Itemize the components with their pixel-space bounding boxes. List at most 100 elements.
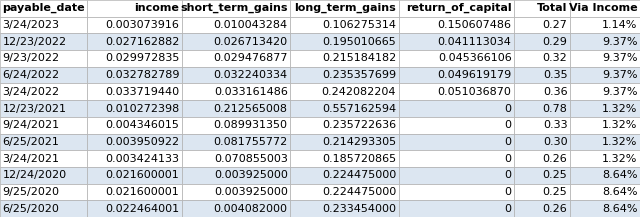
Bar — [514, 150, 570, 167]
Text: 0.089931350: 0.089931350 — [214, 120, 288, 130]
Text: 0.003950922: 0.003950922 — [105, 137, 179, 147]
Bar — [514, 17, 570, 33]
Text: 0.106275314: 0.106275314 — [322, 20, 396, 30]
Bar — [514, 200, 570, 217]
Text: 0.25: 0.25 — [543, 170, 568, 180]
Bar — [570, 17, 640, 33]
Bar — [291, 17, 399, 33]
Bar — [514, 84, 570, 100]
Bar — [88, 17, 182, 33]
Bar — [291, 100, 399, 117]
Bar — [88, 0, 182, 17]
Text: return_of_capital: return_of_capital — [406, 3, 511, 13]
Text: 0.004346015: 0.004346015 — [106, 120, 179, 130]
Bar — [0, 33, 88, 50]
Bar — [570, 133, 640, 150]
Bar — [182, 50, 291, 67]
Text: 0.185720865: 0.185720865 — [322, 154, 396, 164]
Text: 3/24/2022: 3/24/2022 — [3, 87, 60, 97]
Text: 0.004082000: 0.004082000 — [214, 204, 288, 214]
Text: 0: 0 — [504, 104, 511, 113]
Bar — [88, 117, 182, 133]
Text: 0.021600001: 0.021600001 — [106, 187, 179, 197]
Bar — [399, 0, 514, 17]
Bar — [570, 33, 640, 50]
Bar — [182, 33, 291, 50]
Text: 0.235357699: 0.235357699 — [322, 70, 396, 80]
Bar — [514, 50, 570, 67]
Text: 9.37%: 9.37% — [602, 87, 637, 97]
Bar — [182, 0, 291, 17]
Text: 0.78: 0.78 — [543, 104, 568, 113]
Text: 8.64%: 8.64% — [602, 187, 637, 197]
Bar — [291, 0, 399, 17]
Bar — [291, 50, 399, 67]
Text: 0.003424133: 0.003424133 — [106, 154, 179, 164]
Text: 0.30: 0.30 — [543, 137, 568, 147]
Bar — [399, 200, 514, 217]
Text: 3/24/2021: 3/24/2021 — [3, 154, 60, 164]
Text: 0.33: 0.33 — [543, 120, 568, 130]
Bar — [399, 84, 514, 100]
Text: 0.195010665: 0.195010665 — [323, 37, 396, 47]
Text: 0.26: 0.26 — [543, 204, 568, 214]
Text: 0.003925000: 0.003925000 — [214, 187, 288, 197]
Text: 12/23/2021: 12/23/2021 — [3, 104, 67, 113]
Text: 0.033719440: 0.033719440 — [105, 87, 179, 97]
Text: 0.051036870: 0.051036870 — [438, 87, 511, 97]
Text: 0: 0 — [504, 187, 511, 197]
Text: 6/25/2020: 6/25/2020 — [3, 204, 60, 214]
Bar — [0, 67, 88, 84]
Text: long_term_gains: long_term_gains — [294, 3, 396, 13]
Bar — [514, 67, 570, 84]
Bar — [182, 67, 291, 84]
Text: 9/25/2020: 9/25/2020 — [3, 187, 60, 197]
Bar — [570, 50, 640, 67]
Bar — [182, 167, 291, 184]
Text: 0.003073916: 0.003073916 — [106, 20, 179, 30]
Bar — [291, 184, 399, 200]
Text: 6/24/2022: 6/24/2022 — [3, 70, 60, 80]
Bar — [291, 67, 399, 84]
Bar — [291, 84, 399, 100]
Bar — [182, 150, 291, 167]
Text: Total: Total — [537, 3, 568, 13]
Bar — [88, 67, 182, 84]
Text: payable_date: payable_date — [3, 3, 85, 13]
Bar — [88, 33, 182, 50]
Bar — [399, 17, 514, 33]
Text: 1.32%: 1.32% — [602, 120, 637, 130]
Text: 1.32%: 1.32% — [602, 137, 637, 147]
Text: 12/23/2022: 12/23/2022 — [3, 37, 67, 47]
Text: 0.070855003: 0.070855003 — [214, 154, 288, 164]
Bar — [182, 100, 291, 117]
Bar — [291, 167, 399, 184]
Text: 6/25/2021: 6/25/2021 — [3, 137, 60, 147]
Text: 0.029476877: 0.029476877 — [213, 53, 288, 63]
Bar — [291, 117, 399, 133]
Text: 1.32%: 1.32% — [602, 104, 637, 113]
Text: 0.021600001: 0.021600001 — [106, 170, 179, 180]
Text: 0.242082204: 0.242082204 — [322, 87, 396, 97]
Bar — [399, 133, 514, 150]
Bar — [182, 200, 291, 217]
Text: 0.150607486: 0.150607486 — [438, 20, 511, 30]
Bar — [0, 100, 88, 117]
Text: 9/24/2021: 9/24/2021 — [3, 120, 60, 130]
Bar — [182, 17, 291, 33]
Text: 0.224475000: 0.224475000 — [322, 187, 396, 197]
Text: 9.37%: 9.37% — [602, 53, 637, 63]
Text: 0.215184182: 0.215184182 — [322, 53, 396, 63]
Text: 3/24/2023: 3/24/2023 — [3, 20, 60, 30]
Bar — [0, 133, 88, 150]
Text: 0: 0 — [504, 204, 511, 214]
Bar — [88, 167, 182, 184]
Text: 0.032782789: 0.032782789 — [105, 70, 179, 80]
Text: 0.29: 0.29 — [543, 37, 568, 47]
Text: 0.27: 0.27 — [543, 20, 568, 30]
Text: 0.233454000: 0.233454000 — [322, 204, 396, 214]
Text: 0.26: 0.26 — [543, 154, 568, 164]
Text: 0.003925000: 0.003925000 — [214, 170, 288, 180]
Bar — [0, 167, 88, 184]
Text: 9/23/2022: 9/23/2022 — [3, 53, 60, 63]
